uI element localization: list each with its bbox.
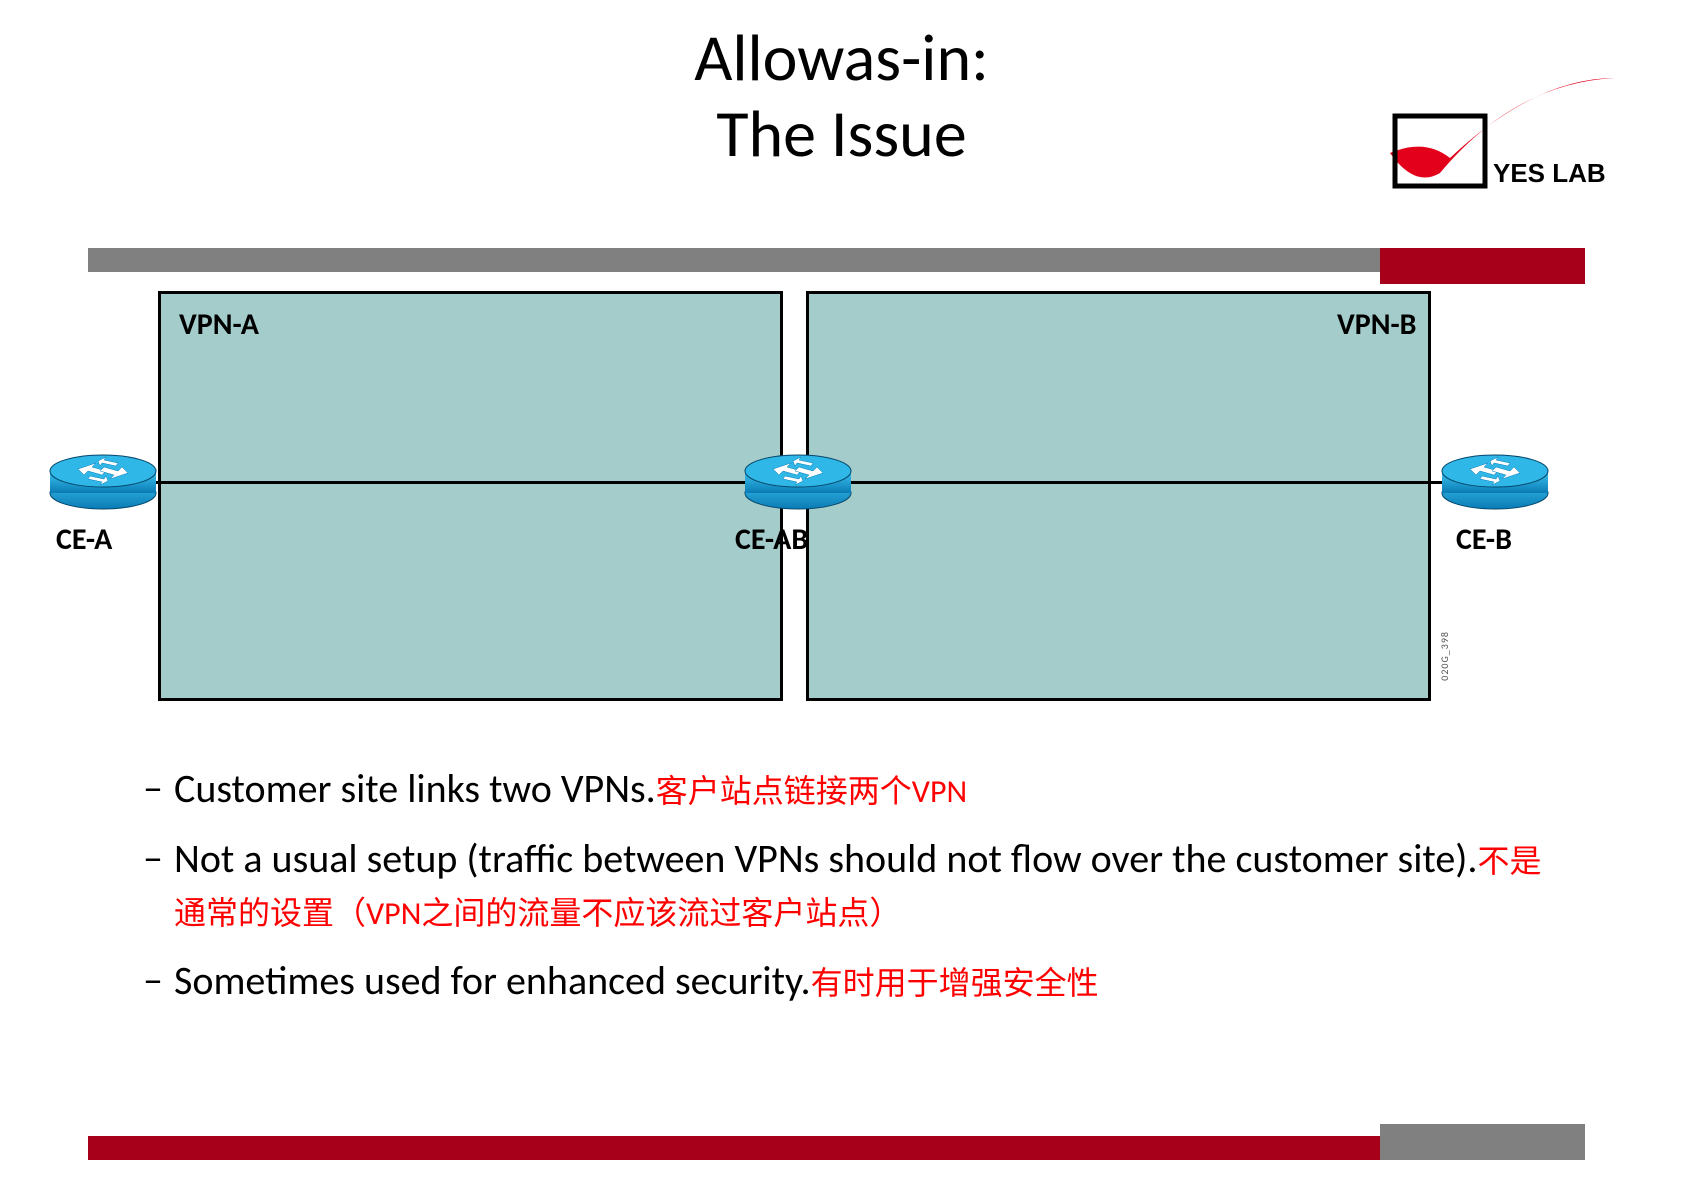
bullet-list: – Customer site links two VPNs.客户站点链接两个V… (132, 763, 1542, 1025)
bottom-bar-red (88, 1136, 1380, 1160)
bullet-text: Not a usual setup (traffic between VPNs … (174, 833, 1542, 937)
ce-a-label: CE-A (56, 521, 112, 558)
bullet-text: Customer site links two VPNs.客户站点链接两个VPN (174, 763, 967, 815)
network-diagram: VPN-A VPN-B CE-A (158, 291, 1243, 704)
bullet-zh: 有时用于增强安全性 (811, 964, 1099, 1003)
vpn-b-box: VPN-B (806, 291, 1431, 701)
slide: Allowas-in: The Issue YES LAB VPN-A VPN-… (0, 0, 1683, 1190)
bullet-dash: – (132, 955, 174, 1005)
bullet-en: Not a usual setup (traffic between VPNs … (174, 834, 1477, 883)
top-bar-accent (1380, 248, 1585, 284)
vpn-b-label: VPN-B (1337, 306, 1416, 343)
bullet-en: Sometimes used for enhanced security. (174, 956, 811, 1005)
logo-text: YES LAB (1493, 158, 1606, 188)
ce-b-label: CE-B (1456, 521, 1512, 558)
vpn-a-box: VPN-A (158, 291, 783, 701)
bullet-dash: – (132, 833, 174, 883)
vpn-a-label: VPN-A (179, 306, 259, 343)
bullet-item: – Sometimes used for enhanced security.有… (132, 955, 1542, 1007)
bullet-zh: 客户站点链接两个VPN (656, 772, 967, 811)
router-icon (743, 451, 853, 511)
bullet-item: – Not a usual setup (traffic between VPN… (132, 833, 1542, 937)
ce-ab-label: CE-AB (735, 521, 808, 558)
logo-svg: YES LAB (1355, 68, 1655, 208)
router-ce-a (48, 451, 158, 511)
title-line-1: Allowas-in: (694, 17, 989, 98)
bullet-en: Customer site links two VPNs. (174, 764, 656, 813)
diagram-side-tag: 020G_398 (1438, 631, 1451, 681)
router-icon (1440, 451, 1550, 511)
bullet-item: – Customer site links two VPNs.客户站点链接两个V… (132, 763, 1542, 815)
router-ce-ab (743, 451, 853, 511)
top-bar-gray (88, 248, 1585, 272)
bullet-text: Sometimes used for enhanced security.有时用… (174, 955, 1099, 1007)
title-line-2: The Issue (716, 93, 966, 174)
bottom-bar-gray (1380, 1124, 1585, 1160)
yeslab-logo: YES LAB (1355, 68, 1655, 208)
router-icon (48, 451, 158, 511)
router-ce-b (1440, 451, 1550, 511)
bullet-dash: – (132, 763, 174, 813)
